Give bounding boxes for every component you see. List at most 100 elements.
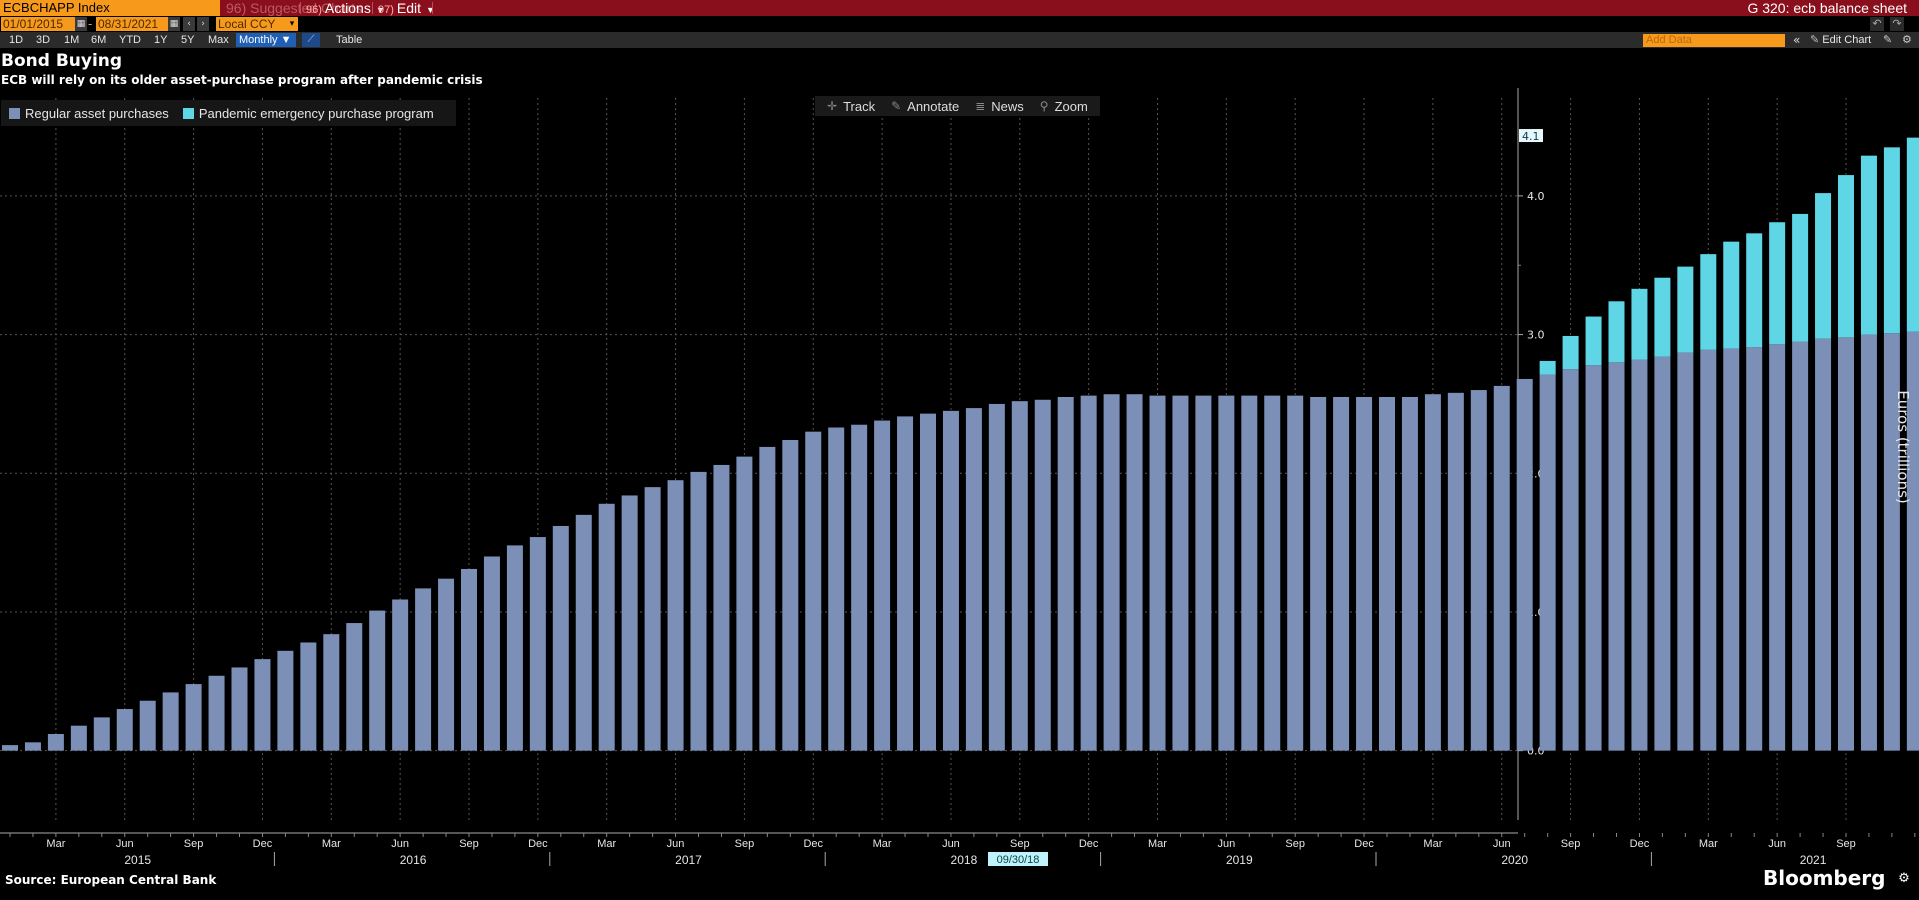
divider xyxy=(372,2,373,14)
double-chevron-left-icon[interactable]: « xyxy=(1793,33,1801,47)
zoom-label: Zoom xyxy=(1054,98,1088,114)
x-tick-label: Mar xyxy=(46,838,65,850)
range-1y[interactable]: 1Y xyxy=(154,34,168,46)
window-title: G 320: ecb balance sheet xyxy=(1747,0,1907,16)
end-date-field[interactable]: 08/31/2021 xyxy=(96,17,168,31)
bar-regular xyxy=(667,480,684,751)
bar-regular xyxy=(323,634,340,751)
bar-regular xyxy=(461,568,477,751)
pencil-icon: ✎ xyxy=(891,99,902,113)
x-tick-label: Mar xyxy=(1699,838,1718,850)
bar-regular xyxy=(185,684,202,751)
divider xyxy=(300,2,301,14)
legend-item-regular[interactable]: Regular asset purchases xyxy=(9,106,169,121)
annotate-button[interactable]: ✎ Annotate xyxy=(891,99,959,114)
range-5y[interactable]: 5Y xyxy=(181,34,195,46)
bar-pandemic xyxy=(1654,277,1671,357)
table-button[interactable]: Table xyxy=(336,34,363,46)
bar-regular xyxy=(828,427,845,751)
bar-regular xyxy=(116,709,133,751)
range-1m[interactable]: 1M xyxy=(64,34,80,46)
legend-item-pandemic[interactable]: Pandemic emergency purchase program xyxy=(182,105,434,121)
bar-regular xyxy=(93,717,110,751)
start-date-field[interactable]: 01/01/2015 xyxy=(1,17,75,31)
caret-down-icon: ▼ xyxy=(426,5,435,15)
arrow-left-icon[interactable]: ‹ xyxy=(183,17,195,31)
range-max[interactable]: Max xyxy=(208,34,229,46)
divider xyxy=(432,2,433,14)
bar-regular xyxy=(506,545,523,751)
news-button[interactable]: ≣ News xyxy=(975,99,1024,114)
bar-pandemic xyxy=(1906,137,1919,332)
x-tick-label: Jun xyxy=(942,838,960,850)
bar-regular xyxy=(942,410,959,751)
range-ytd[interactable]: YTD xyxy=(119,34,141,46)
bar-regular xyxy=(965,408,982,751)
news-label: News xyxy=(991,98,1024,114)
bar-pandemic xyxy=(1700,254,1717,350)
x-year-label: 2016 xyxy=(400,853,427,867)
x-year-label: 2017 xyxy=(675,853,702,867)
x-year-label: 2019 xyxy=(1226,853,1253,867)
actions-menu[interactable]: 96) Actions ▼ xyxy=(306,0,385,16)
currency-select[interactable]: Local CCY xyxy=(216,17,286,31)
bar-regular xyxy=(552,525,569,751)
settings-icon[interactable]: ⚙ xyxy=(1896,870,1912,888)
add-data-field[interactable]: Add Data xyxy=(1643,34,1785,47)
track-button[interactable]: ✛ Track xyxy=(827,99,875,114)
x-tick-label: Sep xyxy=(735,838,755,850)
range-1d[interactable]: 1D xyxy=(9,34,24,46)
range-6m[interactable]: 6M xyxy=(91,34,107,46)
date-separator: - xyxy=(88,17,93,31)
period-select[interactable]: Monthly ▼ xyxy=(236,33,296,47)
x-tick-label: Jun xyxy=(1493,838,1511,850)
bar-regular xyxy=(1126,394,1143,751)
period-label: Monthly xyxy=(239,34,278,46)
undo-icon[interactable]: ↶ xyxy=(1870,17,1884,31)
bar-regular xyxy=(1310,396,1327,751)
range-toolbar: 1D 3D 1M 6M YTD 1Y 5Y Max Monthly ▼ ⟋ Ta… xyxy=(0,32,1919,48)
chart-title: Bond Buying xyxy=(1,51,123,71)
bar-regular xyxy=(70,725,87,751)
bar-regular xyxy=(690,471,707,751)
bar-regular xyxy=(254,659,271,751)
legend-label: Pandemic emergency purchase program xyxy=(198,105,434,121)
edit-chart-button[interactable]: ✎ Edit Chart xyxy=(1810,32,1871,48)
bar-regular xyxy=(713,464,730,751)
bar-regular xyxy=(1034,399,1051,751)
bar-regular xyxy=(1769,344,1786,751)
bar-regular xyxy=(897,416,914,751)
redo-icon[interactable]: ↷ xyxy=(1890,17,1904,31)
bar-regular xyxy=(2,745,18,751)
legend-swatch xyxy=(182,107,194,119)
calendar-icon[interactable]: ▦ xyxy=(168,17,180,31)
edit-menu[interactable]: 97) Edit ▼ xyxy=(378,0,435,16)
bar-regular xyxy=(47,734,64,751)
annotate-label: Annotate xyxy=(907,98,960,114)
bar-regular xyxy=(415,588,432,751)
bar-regular xyxy=(1333,396,1350,751)
bar-regular xyxy=(1677,352,1694,751)
x-year-label: 2020 xyxy=(1501,853,1528,867)
x-tick-label: Dec xyxy=(1354,838,1374,850)
x-tick-label: Mar xyxy=(322,838,341,850)
bar-regular xyxy=(346,623,363,751)
pencil-icon[interactable]: ✎ xyxy=(1883,33,1893,46)
arrow-right-icon[interactable]: › xyxy=(197,17,209,31)
bar-regular xyxy=(277,650,294,751)
security-field[interactable]: ECBCHAPP Index xyxy=(0,0,220,16)
gear-icon[interactable]: ⚙ xyxy=(1902,33,1912,46)
cursor-date-badge xyxy=(988,852,1048,866)
x-tick-label: Sep xyxy=(1561,838,1581,850)
bar-regular xyxy=(1057,396,1074,751)
range-3d[interactable]: 3D xyxy=(36,34,51,46)
x-tick-label: Dec xyxy=(1079,838,1099,850)
calendar-icon[interactable]: ▦ xyxy=(75,17,87,31)
x-tick-label: Sep xyxy=(459,838,479,850)
zoom-button[interactable]: ⚲ Zoom xyxy=(1040,99,1088,114)
suggested-charts-menu[interactable]: 96) Suggested Charts xyxy=(226,0,362,16)
x-tick-label: Jun xyxy=(391,838,409,850)
line-chart-icon[interactable]: ⟋ xyxy=(302,33,320,47)
chevron-down-icon[interactable]: ▾ xyxy=(286,17,298,31)
bar-pandemic xyxy=(1585,316,1602,366)
